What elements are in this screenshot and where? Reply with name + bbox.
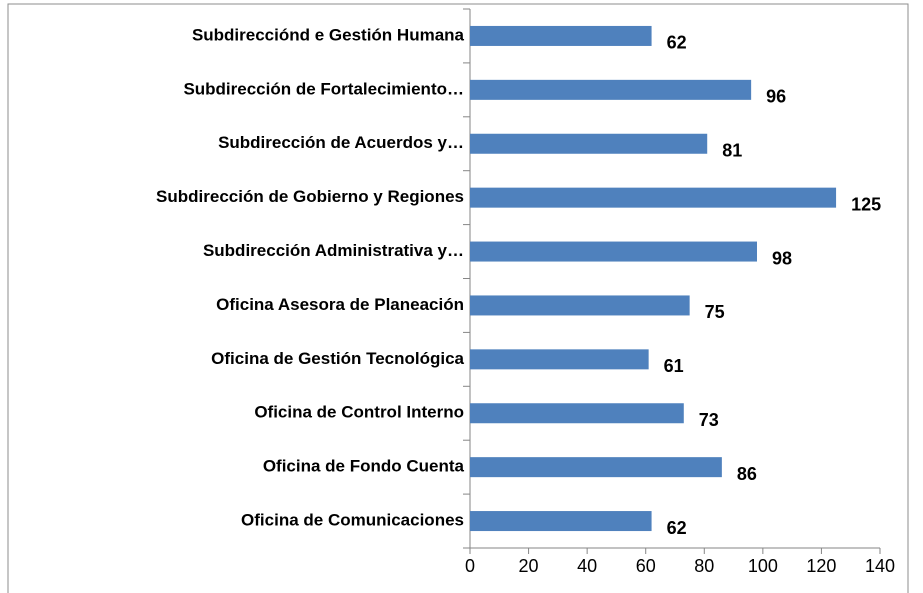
x-tick-label: 60 (636, 556, 656, 576)
category-label: Subdirección Administrativa y… (203, 241, 464, 260)
bar (470, 457, 722, 478)
category-label: Subdirección de Gobierno y Regiones (156, 187, 464, 206)
x-tick-label: 100 (748, 556, 778, 576)
category-label: Oficina de Control Interno (254, 403, 464, 422)
value-label: 62 (667, 518, 687, 538)
value-label: 81 (722, 141, 742, 161)
value-label: 62 (667, 33, 687, 53)
category-label: Subdirecciónd e Gestión Humana (192, 25, 465, 44)
bar (470, 295, 690, 316)
category-label: Oficina de Fondo Cuenta (263, 457, 465, 476)
value-label: 75 (705, 302, 725, 322)
value-label: 61 (664, 356, 684, 376)
chart-frame (7, 3, 909, 593)
x-tick-label: 0 (465, 556, 475, 576)
bar (470, 349, 649, 370)
category-label: Oficina Asesora de Planeación (216, 295, 464, 314)
bar (470, 241, 757, 262)
bar (470, 511, 652, 532)
category-label: Oficina de Gestión Tecnológica (211, 349, 464, 368)
bar (470, 403, 684, 424)
x-tick-label: 140 (865, 556, 895, 576)
value-label: 125 (851, 194, 881, 214)
x-tick-label: 20 (519, 556, 539, 576)
category-label: Oficina de Comunicaciones (241, 511, 464, 530)
bar (470, 133, 708, 154)
x-tick-label: 80 (694, 556, 714, 576)
category-label: Subdirección de Fortalecimiento… (183, 79, 464, 98)
x-tick-label: 40 (577, 556, 597, 576)
bar (470, 79, 752, 100)
x-tick-label: 120 (806, 556, 836, 576)
value-label: 73 (699, 410, 719, 430)
bar (470, 25, 652, 46)
value-label: 86 (737, 464, 757, 484)
value-label: 96 (766, 87, 786, 107)
value-label: 98 (772, 248, 792, 268)
bar (470, 187, 837, 208)
category-label: Subdirección de Acuerdos y… (218, 133, 464, 152)
